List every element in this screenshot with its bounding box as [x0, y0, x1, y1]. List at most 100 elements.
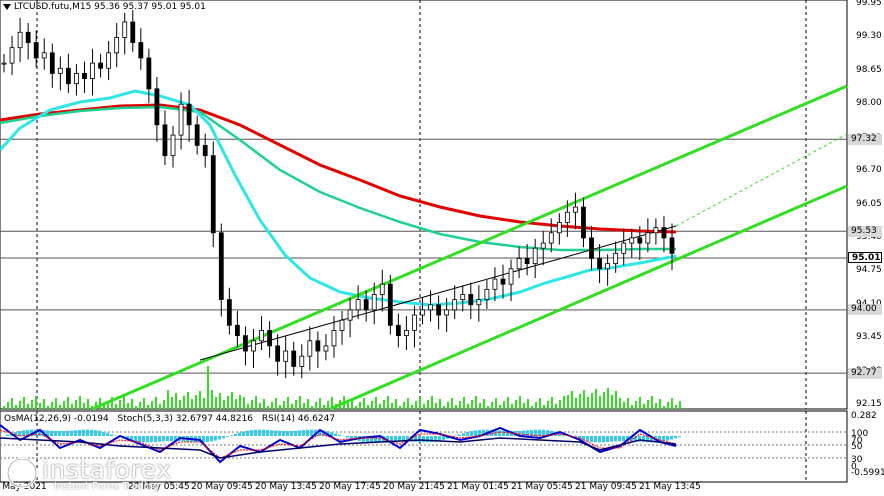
time-axis-label: 20 May 17:45	[319, 482, 381, 492]
volume-bar	[223, 400, 225, 409]
volume-bar	[575, 398, 577, 409]
volume-bar	[363, 398, 365, 409]
indicator-axis-label: 50	[851, 442, 863, 452]
osma-bar	[302, 430, 305, 436]
osma-bar	[242, 431, 245, 436]
volume-bar	[183, 396, 185, 409]
candle-body	[492, 278, 498, 290]
osma-bar	[142, 436, 145, 443]
candle-body	[484, 288, 490, 301]
volume-bar	[15, 405, 17, 409]
candle-body	[500, 278, 506, 285]
osma-bar	[594, 436, 597, 443]
osma-bar	[66, 430, 69, 436]
volume-bar	[511, 404, 513, 409]
time-axis-label: 21 May 01:45	[447, 482, 509, 492]
osma-bar	[598, 436, 601, 443]
osma-bar	[670, 436, 673, 440]
indicator-axis-label: 0	[851, 462, 857, 472]
volume-bar	[407, 398, 409, 409]
indicator-axis-label: 100	[851, 429, 869, 439]
osma-bar	[518, 430, 521, 436]
candle-body	[347, 309, 353, 321]
osma-bar	[82, 429, 85, 436]
volume-bar	[247, 404, 249, 409]
volume-bar	[195, 395, 197, 409]
volume-bar	[555, 404, 557, 409]
candle-body	[436, 304, 442, 316]
volume-bar	[259, 403, 261, 409]
osma-bar	[490, 429, 493, 436]
volume-bar	[83, 403, 85, 409]
osma-bar	[438, 436, 441, 442]
price-axis-label: 95.40	[856, 231, 882, 242]
osma-bar	[618, 436, 621, 442]
candle-body	[178, 103, 184, 136]
osma-bar	[470, 431, 473, 436]
candle-body	[355, 299, 361, 311]
volume-bar	[271, 402, 273, 409]
candle-body	[291, 350, 297, 367]
candle-body	[259, 330, 264, 342]
candle-body	[41, 52, 47, 59]
osma-bar	[634, 436, 637, 442]
osma-bar	[206, 436, 209, 442]
osma-bar	[74, 430, 77, 436]
time-axis-label: 20 May 21:45	[383, 482, 445, 492]
osma-bar	[26, 429, 29, 436]
rsi-line	[0, 437, 677, 459]
osma-bar	[202, 436, 205, 443]
volume-bar	[599, 396, 601, 409]
candle-body	[82, 73, 87, 79]
osma-bar	[674, 436, 677, 439]
candle-body	[210, 155, 216, 234]
candle-body	[516, 258, 522, 270]
volume-bar	[571, 391, 573, 409]
volume-bar	[403, 402, 405, 409]
osma-bar	[238, 432, 241, 436]
candle-body	[194, 124, 200, 146]
volume-bar	[559, 400, 561, 409]
candle-body	[387, 283, 393, 326]
osma-bar	[406, 436, 409, 442]
volume-bar	[235, 399, 237, 409]
volume-bar	[267, 406, 269, 409]
volume-bar	[191, 399, 193, 409]
volume-bar	[95, 402, 97, 409]
candle-body	[428, 304, 433, 311]
volume-bar	[623, 402, 625, 409]
candle-body	[395, 324, 401, 336]
candle-body	[540, 242, 546, 249]
volume-bar	[63, 401, 65, 409]
osma-bar	[234, 433, 237, 436]
osma-bar	[426, 436, 429, 443]
volume-bar	[355, 406, 357, 409]
volume-bar	[647, 400, 649, 409]
candle-body	[307, 340, 313, 357]
volume-bar	[311, 406, 313, 409]
candle-body	[114, 37, 120, 54]
osma-bar	[14, 432, 17, 436]
dropdown-triangle-icon[interactable]	[3, 4, 11, 10]
osma-bar	[310, 429, 313, 436]
osma-bar	[270, 430, 273, 436]
time-axis-label: 20 May 09:45	[191, 482, 253, 492]
osma-bar	[38, 429, 41, 436]
candle-body	[589, 237, 594, 259]
volume-bar	[207, 366, 209, 409]
volume-bar	[35, 396, 37, 409]
candle-body	[613, 252, 619, 265]
volume-bar	[147, 405, 149, 409]
volume-bar	[479, 403, 481, 409]
volume-bar	[399, 406, 401, 409]
candle-body	[122, 21, 128, 38]
osma-bar	[158, 436, 161, 442]
volume-bar	[27, 404, 29, 409]
candle-body	[275, 345, 281, 362]
volume-bar	[387, 396, 389, 409]
volume-bar	[127, 403, 129, 409]
candle-body	[162, 124, 168, 157]
osma-bar	[646, 436, 649, 443]
price-axis-label: 99.95	[856, 0, 882, 8]
